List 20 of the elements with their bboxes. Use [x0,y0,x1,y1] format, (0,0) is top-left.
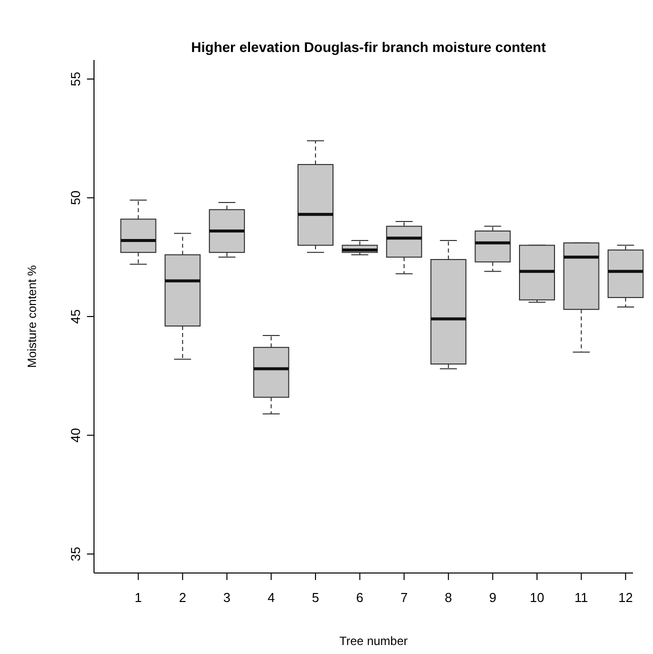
x-tick-label: 7 [400,590,408,605]
y-tick-label: 40 [68,428,83,442]
x-tick-label: 8 [444,590,452,605]
x-axis-title: Tree number [339,634,408,648]
x-tick-label: 10 [530,590,544,605]
y-tick-label: 35 [68,546,83,562]
x-tick-label: 5 [312,590,320,605]
y-axis-title: Moisture content % [25,264,39,368]
x-tick-label: 12 [618,590,633,605]
x-tick-label: 6 [356,590,364,605]
x-tick-label: 1 [134,590,142,605]
x-tick-label: 3 [223,590,231,605]
x-tick-label: 2 [178,590,186,605]
x-tick-label: 4 [268,590,275,605]
chart-title: Higher elevation Douglas-fir branch moisture content [191,39,546,55]
x-tick-label: 11 [574,590,588,605]
x-tick-label: 9 [489,590,496,605]
y-tick-label: 45 [68,309,83,324]
y-tick-label: 55 [68,72,83,86]
y-tick-label: 50 [68,190,83,206]
